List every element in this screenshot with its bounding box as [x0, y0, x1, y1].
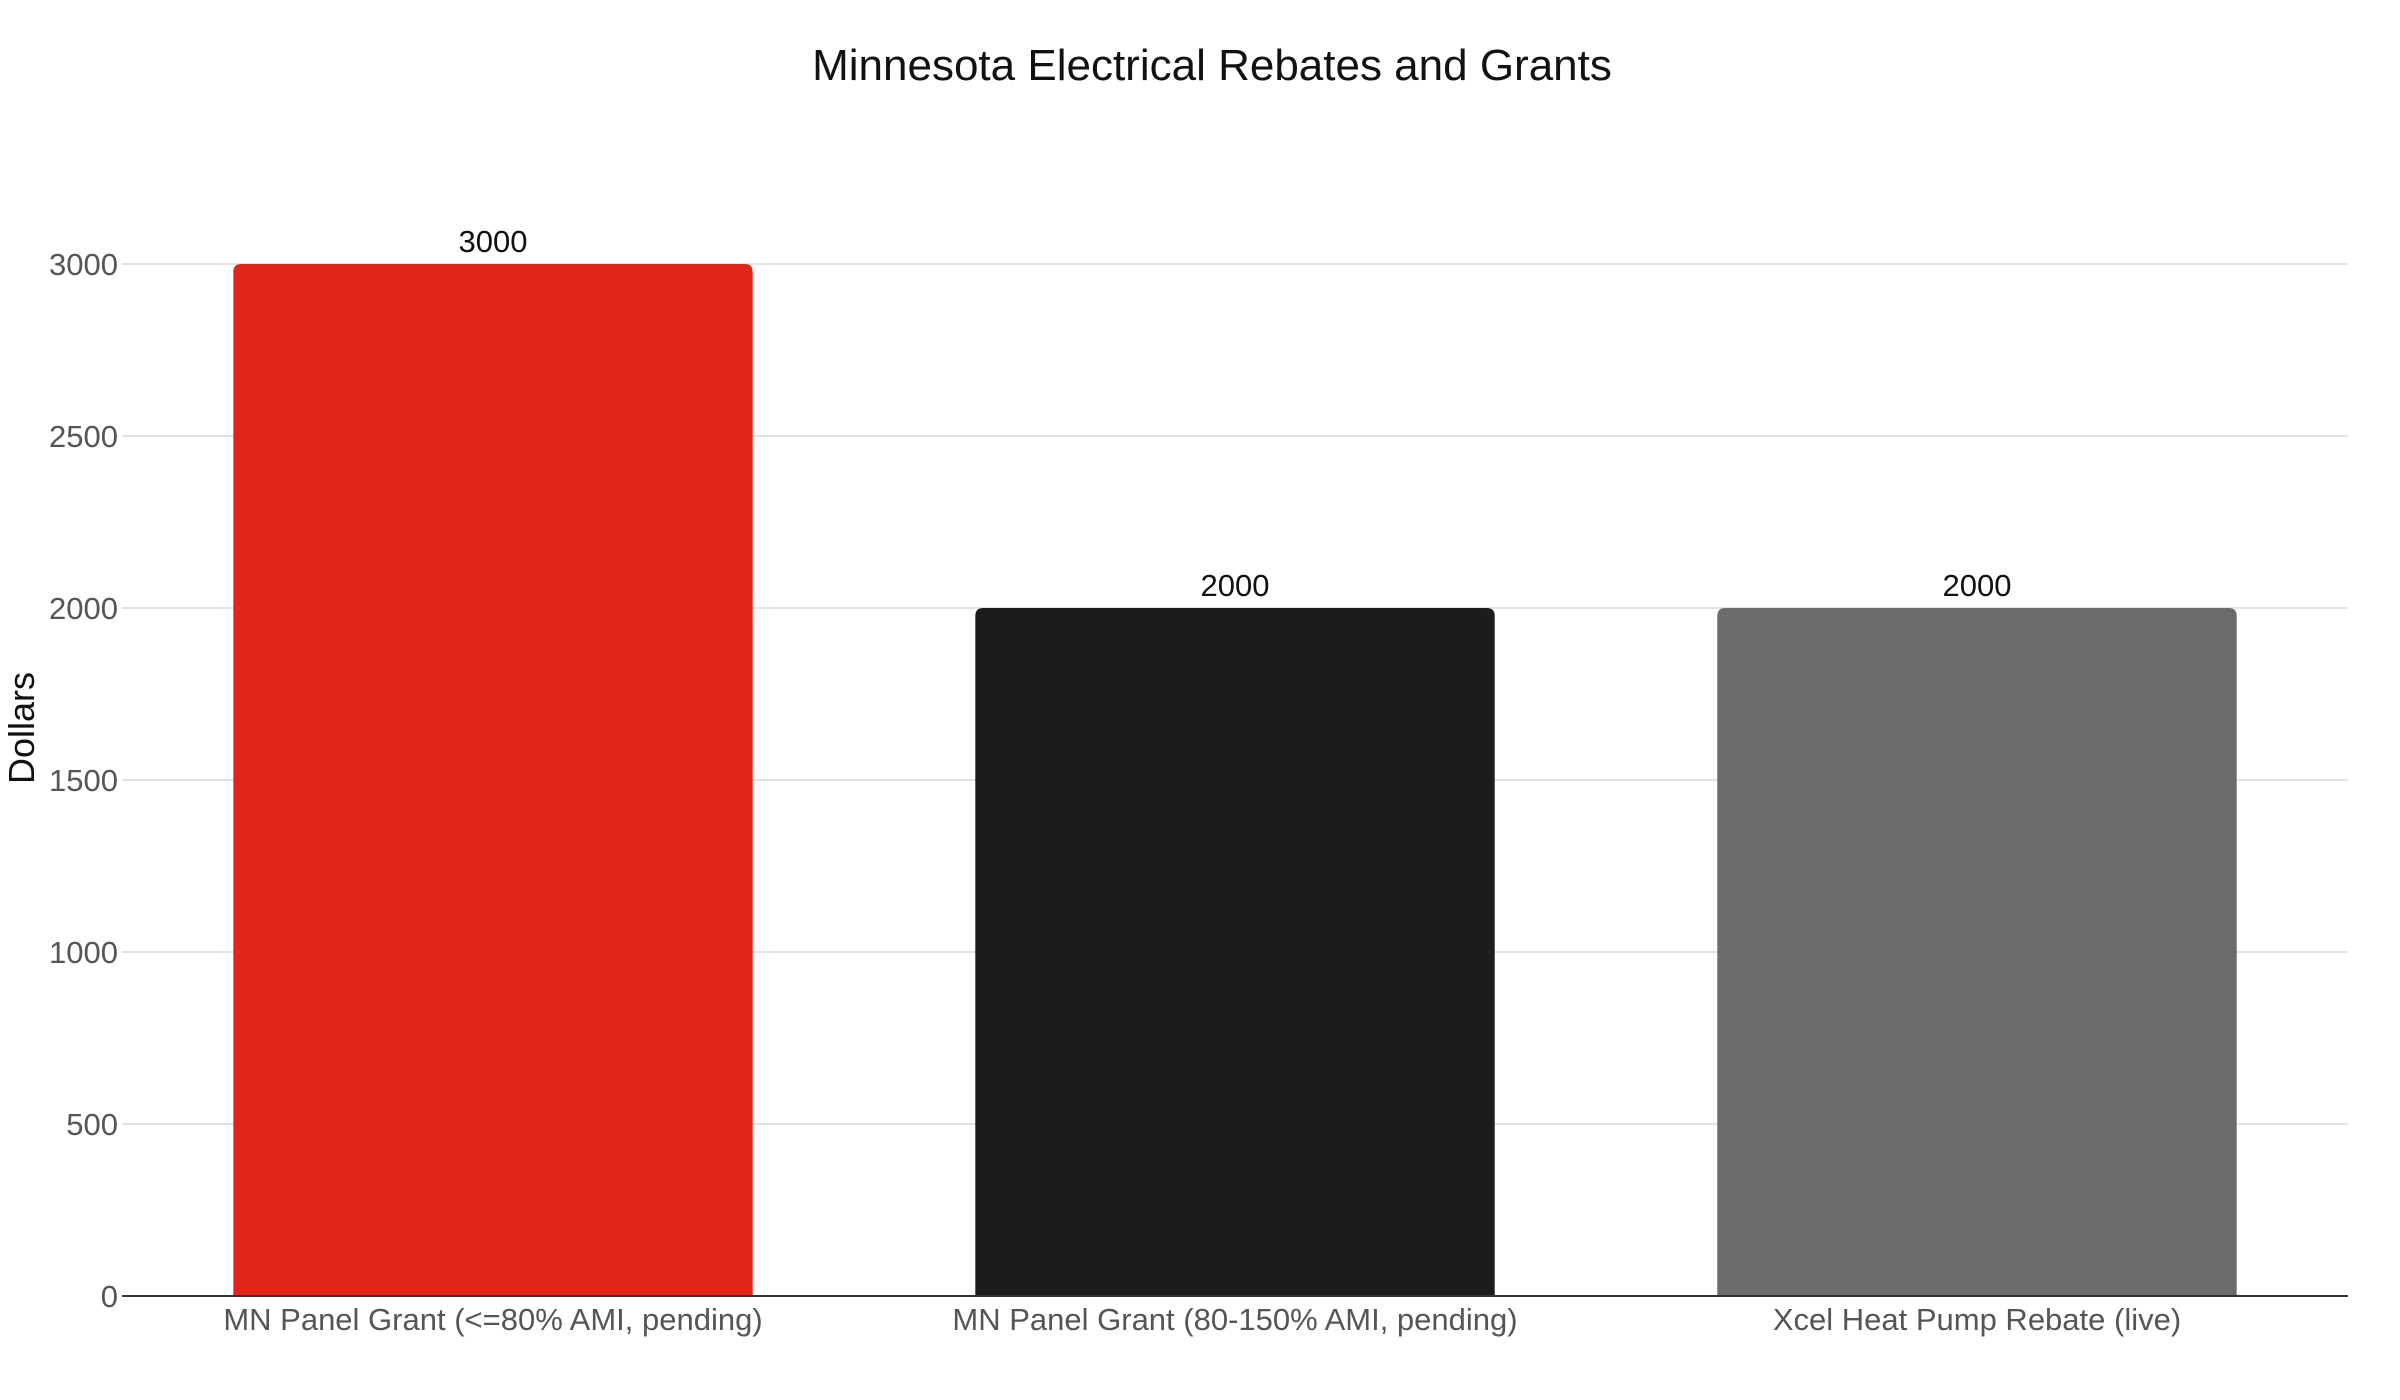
- bar-value-label: 2000: [1943, 568, 2012, 603]
- bar: [975, 608, 1495, 1296]
- y-axis-ticks: 0 500 1000 1500 2000 2500 3000: [49, 247, 118, 1314]
- y-tick-label: 3000: [49, 247, 118, 282]
- bar: [1717, 608, 2237, 1296]
- y-tick-label: 2500: [49, 419, 118, 454]
- bar: [233, 264, 753, 1296]
- bar-value-label: 3000: [459, 224, 528, 259]
- y-tick-label: 1500: [49, 763, 118, 798]
- bars: [233, 264, 2237, 1296]
- x-tick-label: MN Panel Grant (80-150% AMI, pending): [952, 1302, 1517, 1337]
- y-tick-label: 500: [66, 1107, 118, 1142]
- y-tick-label: 2000: [49, 591, 118, 626]
- data-labels: 3000 2000 2000: [459, 224, 2012, 603]
- y-tick-label: 0: [101, 1279, 118, 1314]
- chart-title: Minnesota Electrical Rebates and Grants: [812, 41, 1612, 90]
- x-axis-ticks: MN Panel Grant (<=80% AMI, pending) MN Pa…: [223, 1302, 2181, 1337]
- y-axis-label: Dollars: [1, 672, 42, 784]
- x-tick-label: MN Panel Grant (<=80% AMI, pending): [223, 1302, 762, 1337]
- bar-value-label: 2000: [1201, 568, 1270, 603]
- y-tick-label: 1000: [49, 935, 118, 970]
- x-tick-label: Xcel Heat Pump Rebate (live): [1773, 1302, 2181, 1337]
